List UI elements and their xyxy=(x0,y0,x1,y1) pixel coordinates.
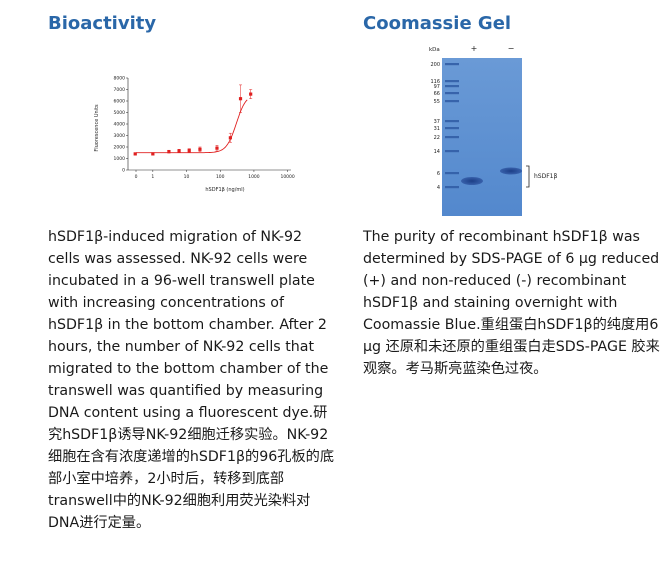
y-tick-label: 1000 xyxy=(114,156,126,162)
band-reduced xyxy=(461,177,483,185)
marker-band xyxy=(445,186,459,189)
y-tick-label: 8000 xyxy=(114,76,126,82)
marker-label: 22 xyxy=(434,135,440,141)
marker-band xyxy=(445,80,459,83)
marker-band xyxy=(445,85,459,88)
data-point xyxy=(215,146,219,150)
data-point xyxy=(133,152,137,156)
gel-heading: Coomassie Gel xyxy=(363,13,512,34)
y-tick-label: 5000 xyxy=(114,110,126,116)
y-tick-label: 0 xyxy=(122,168,125,174)
y-axis-label: Fluorescence Units xyxy=(94,104,100,152)
marker-band xyxy=(445,150,459,153)
fit-curve xyxy=(136,99,248,154)
data-point xyxy=(249,92,253,96)
y-tick-label: 3000 xyxy=(114,133,126,139)
bioactivity-description: hSDF1β-induced migration of NK-92 cells … xyxy=(48,229,335,531)
gel-description: The purity of recombinant hSDF1β was det… xyxy=(363,229,660,377)
marker-label: 6 xyxy=(437,171,440,177)
marker-band xyxy=(445,92,459,95)
lane-label-nonreduced: − xyxy=(508,44,515,53)
x-tick-label: 100 xyxy=(216,174,225,180)
band-bracket xyxy=(526,165,530,188)
x-tick-label: 1 xyxy=(151,174,154,180)
marker-label: 4 xyxy=(437,185,440,191)
marker-band xyxy=(445,127,459,130)
x-axis-label: hSDF1β (ng/ml) xyxy=(205,187,244,193)
data-point xyxy=(228,136,232,140)
marker-label: 37 xyxy=(434,119,440,125)
chart-marks xyxy=(133,84,253,156)
x-tick-label: 1000 xyxy=(248,174,260,180)
marker-band xyxy=(445,136,459,139)
y-tick-label: 2000 xyxy=(114,145,126,151)
band-nonreduced xyxy=(500,167,522,175)
marker-label: 14 xyxy=(434,149,440,155)
marker-label: 31 xyxy=(434,126,440,132)
marker-label: 116 xyxy=(430,79,440,85)
x-tick-label: 10 xyxy=(184,174,190,180)
lane-label-reduced: + xyxy=(471,44,478,53)
kda-label: kDa xyxy=(429,47,440,53)
data-point xyxy=(151,152,155,156)
y-tick-label: 6000 xyxy=(114,99,126,105)
bioactivity-heading: Bioactivity xyxy=(48,13,157,34)
x-tick-label: 10000 xyxy=(280,174,294,180)
y-tick-label: 4000 xyxy=(114,122,126,128)
bioactivity-chart: 0 1000 2000 3000 4000 5000 6000 7000 8000 0 1 10 100… xyxy=(94,76,295,193)
marker-band xyxy=(445,100,459,103)
data-point xyxy=(238,97,243,101)
marker-band xyxy=(445,63,459,66)
chart-axes: 0 1000 2000 3000 4000 5000 6000 7000 8000 0 1 10 100… xyxy=(114,76,295,180)
marker-label: 55 xyxy=(434,99,440,105)
x-tick-label: 0 xyxy=(135,174,138,180)
data-point xyxy=(198,147,202,151)
data-point xyxy=(187,148,191,153)
marker-label: 66 xyxy=(434,91,440,97)
data-point xyxy=(167,150,171,154)
marker-band xyxy=(445,120,459,123)
marker-label: 200 xyxy=(430,62,440,68)
marker-band xyxy=(445,172,459,175)
y-tick-label: 7000 xyxy=(114,87,126,93)
marker-label: 97 xyxy=(434,84,440,90)
data-point xyxy=(177,149,181,153)
band-label: hSDF1β xyxy=(534,173,558,180)
